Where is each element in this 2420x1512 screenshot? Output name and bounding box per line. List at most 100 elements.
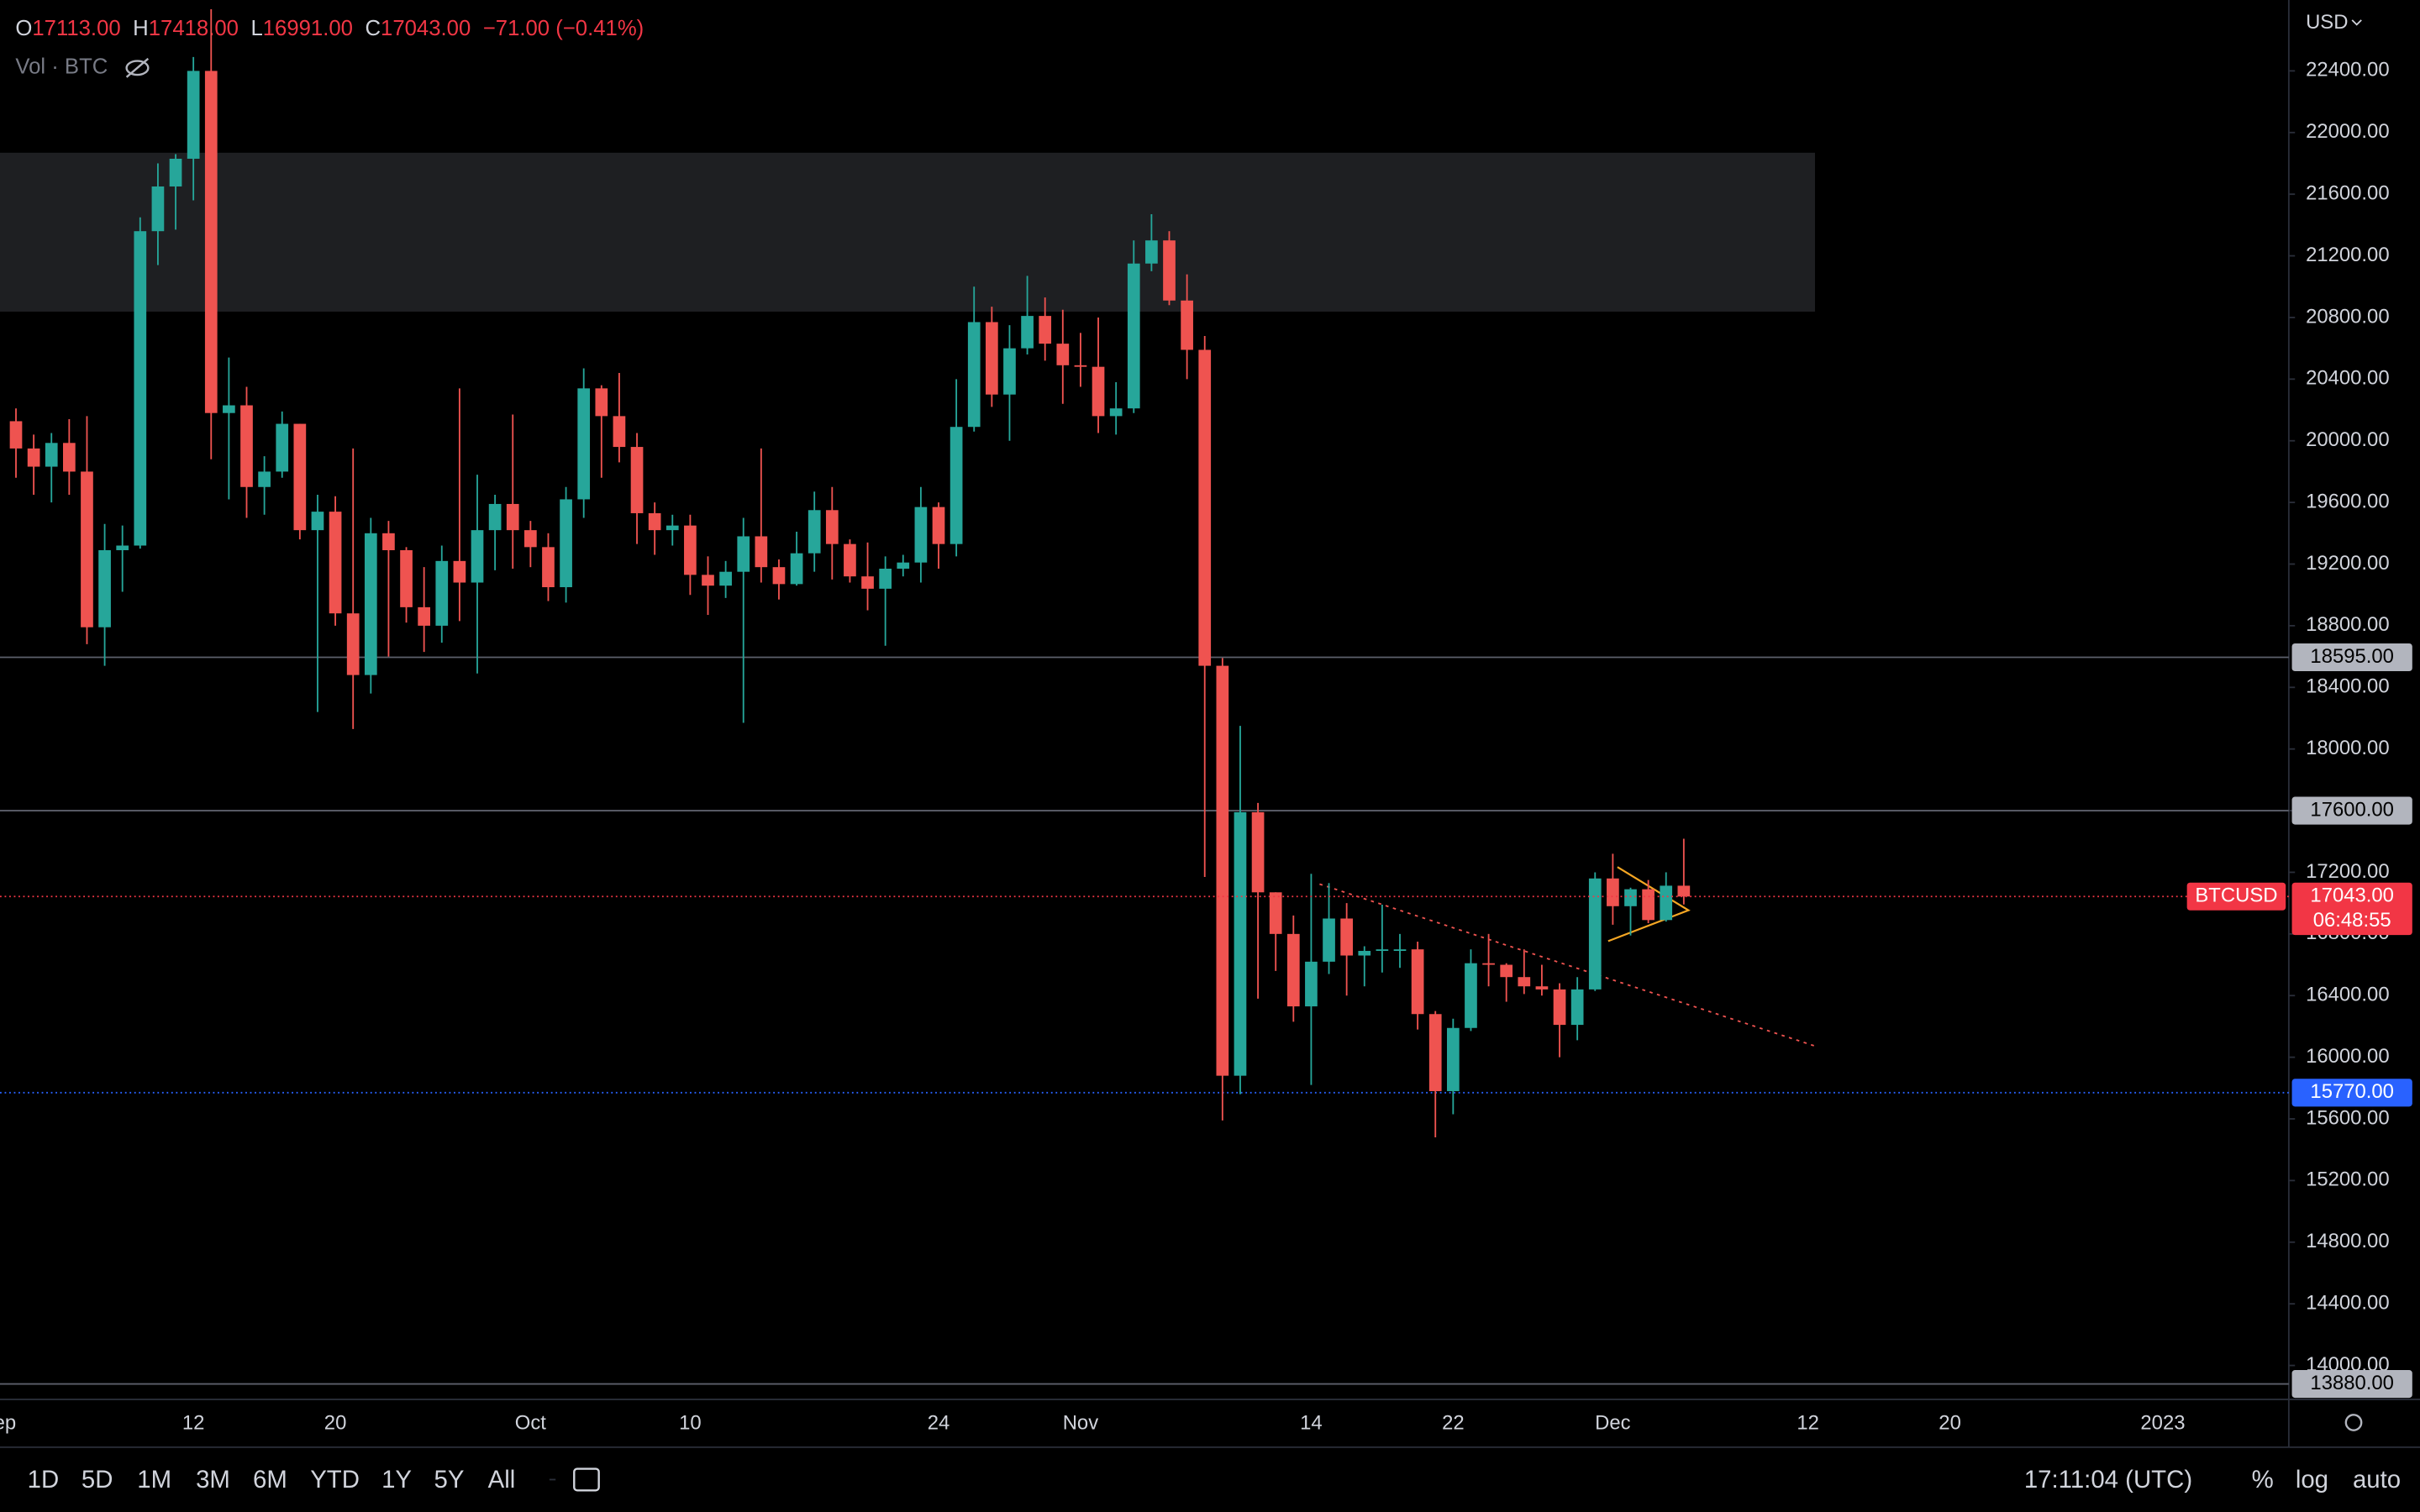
candle-body [276, 423, 289, 472]
candle-body [1109, 408, 1123, 417]
currency-selector[interactable]: USD [2306, 11, 2348, 34]
range-button[interactable]: All [488, 1466, 516, 1494]
range-button[interactable]: 1M [137, 1466, 171, 1494]
x-tick-label: 22 [1442, 1412, 1465, 1435]
candle-body [967, 322, 981, 428]
candle-body [1234, 811, 1247, 1076]
ohlc-legend: O17113.00 H17418.00 L16991.00 C17043.00 … [15, 17, 644, 40]
y-tick-label: 16400.00 [2306, 984, 2390, 1006]
range-button[interactable]: 1D [28, 1466, 60, 1494]
candle-body [1570, 989, 1584, 1026]
level-label: 17600.00 [2310, 798, 2394, 821]
y-tick-label: 19600.00 [2306, 490, 2390, 512]
legend-value: 17113.00 [32, 17, 120, 40]
log-toggle[interactable]: log [2296, 1466, 2328, 1494]
candle-body [1376, 949, 1389, 952]
symbol-box [2186, 882, 2286, 911]
candle-body [1411, 949, 1424, 1015]
date-range-icon[interactable] [549, 1467, 600, 1492]
candle-body [1092, 366, 1105, 417]
candle-body [1624, 889, 1637, 906]
candle-body [1607, 878, 1619, 906]
candle-body [187, 71, 200, 159]
dropdown-caret [2351, 19, 2362, 26]
candle-body [630, 447, 644, 513]
candle-body [950, 427, 963, 544]
candle-body [1181, 300, 1193, 350]
legend-value: 17043.00 [381, 17, 471, 40]
eye-slash [125, 57, 150, 78]
y-tick-label: 20800.00 [2306, 305, 2390, 328]
x-tick-label: Oct [515, 1412, 546, 1435]
level-label: 13880.00 [2310, 1372, 2394, 1394]
candle-body [914, 507, 928, 563]
candle-body [1145, 240, 1158, 264]
range-button[interactable]: YTD [310, 1466, 360, 1494]
level-label-box [2291, 1370, 2412, 1399]
candle-body [506, 503, 519, 531]
candle-body [329, 512, 342, 614]
y-tick-label: 20000.00 [2306, 428, 2390, 451]
candle-body [204, 71, 218, 413]
range-button[interactable]: 5D [82, 1466, 113, 1494]
candle-body [932, 507, 945, 544]
toolbar: 1D 5D 1M 3M 6M YTD 1Y 5Y All [28, 1466, 516, 1494]
candle-body [1269, 892, 1282, 934]
countdown: 06:48:55 [2313, 909, 2391, 932]
legend-key: C [365, 17, 381, 40]
candle-body [1553, 989, 1566, 1026]
candle-body [666, 525, 679, 531]
candle-body [258, 471, 271, 487]
range-button[interactable]: 1Y [381, 1466, 412, 1494]
range-button[interactable]: 6M [253, 1466, 287, 1494]
range-button[interactable]: 3M [196, 1466, 230, 1494]
legend-key: O [15, 17, 32, 40]
candle-body [648, 512, 661, 531]
candle-body [772, 567, 786, 585]
range-button[interactable]: 5Y [434, 1466, 465, 1494]
candle-body [1286, 933, 1300, 1007]
candle-body [577, 388, 591, 500]
candle-body [1074, 365, 1087, 367]
candle-body [27, 448, 40, 467]
candle-body [808, 510, 821, 554]
candle-body [684, 525, 697, 575]
candle-body [595, 388, 608, 417]
y-tick-label: 18400.00 [2306, 675, 2390, 698]
candle-body [1216, 665, 1229, 1076]
candle-body [488, 503, 502, 531]
candle-body [240, 405, 253, 487]
y-tick-label: 18000.00 [2306, 737, 2390, 759]
level-label-box [2291, 1079, 2412, 1107]
x-tick-label: Nov [1063, 1412, 1099, 1435]
level-label-box [2291, 643, 2412, 672]
candle-body [825, 510, 839, 544]
candle-body [719, 571, 732, 586]
candle-body [346, 613, 360, 675]
hide-icon[interactable] [125, 57, 150, 78]
candle-body [1163, 240, 1176, 301]
volume-label[interactable]: Vol · BTC [15, 55, 108, 79]
level-label: 15770.00 [2310, 1080, 2394, 1103]
candle-body [45, 443, 58, 467]
y-tick-label: 18800.00 [2306, 613, 2390, 636]
settings-icon[interactable] [2344, 1414, 2363, 1431]
symbol-label: BTCUSD [2195, 885, 2277, 907]
triangle-pattern [1607, 866, 1691, 942]
candle-body [98, 549, 111, 627]
candle-body [1500, 964, 1513, 978]
supply-zone [0, 152, 1815, 312]
candle-body [364, 533, 377, 675]
percent-toggle[interactable]: % [2252, 1466, 2274, 1494]
last-price-label: 17043.00 [2310, 885, 2394, 907]
candle-body [1518, 977, 1531, 987]
candle-body [400, 549, 413, 607]
clock[interactable]: 17:11:04 (UTC) [2024, 1466, 2192, 1494]
candle-body [418, 606, 431, 626]
last-price-box [2291, 882, 2412, 936]
x-tick-label: 20 [324, 1412, 347, 1435]
x-tick-label: 12 [1797, 1412, 1819, 1435]
candle-body [9, 421, 23, 449]
auto-toggle[interactable]: auto [2353, 1466, 2401, 1494]
